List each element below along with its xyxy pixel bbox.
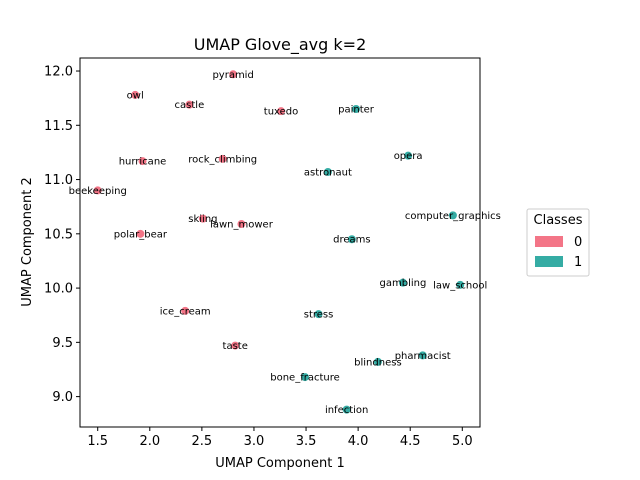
y-axis: 9.0 9.5 10.0 10.5 11.0 11.5 12.0 xyxy=(44,65,80,405)
x-tick-label: 2.0 xyxy=(139,434,160,449)
y-tick-label: 9.0 xyxy=(52,390,73,405)
point-label: polar_bear xyxy=(114,229,168,240)
legend-swatch-1 xyxy=(535,256,563,267)
data-point-bone_fracture xyxy=(301,373,309,382)
x-tick-label: 2.5 xyxy=(192,434,213,449)
x-axis: 1.5 2.0 2.5 3.0 3.5 4.0 4.5 5.0 xyxy=(87,427,473,449)
data-point-taste xyxy=(231,341,240,350)
point-label: castle xyxy=(175,100,205,111)
data-point-pharmacist xyxy=(418,351,427,360)
chart-title: UMAP Glove_avg k=2 xyxy=(194,35,367,55)
data-point-law_school xyxy=(456,280,465,289)
data-point-infection xyxy=(342,405,351,414)
data-point-dreams xyxy=(347,235,356,244)
y-tick-label: 10.0 xyxy=(44,282,73,297)
point-label: tuxedo xyxy=(264,107,299,118)
data-point-skiing xyxy=(198,214,207,223)
point-label: law_school xyxy=(433,280,487,291)
data-point-ice_cream xyxy=(181,306,190,315)
point-label: astronaut xyxy=(304,167,352,178)
data-point-astronaut xyxy=(323,167,332,176)
data-point-lawn_mower xyxy=(237,220,246,229)
data-point-tuxedo xyxy=(277,107,286,116)
data-point-computer_graphics xyxy=(448,211,457,220)
legend-swatch-0 xyxy=(535,236,563,247)
legend: Classes 0 1 xyxy=(526,208,590,277)
data-point-owl xyxy=(131,90,140,99)
data-point-blindness xyxy=(373,357,382,366)
point-label: opera xyxy=(394,151,423,162)
data-point-painter xyxy=(352,105,361,114)
y-tick-label: 11.5 xyxy=(44,119,73,134)
x-tick-label: 5.0 xyxy=(452,434,473,449)
legend-title: Classes xyxy=(534,213,583,228)
point-label: stress xyxy=(304,310,334,321)
x-tick-label: 1.5 xyxy=(87,434,108,449)
point-label: beekeeping xyxy=(69,186,127,197)
legend-entry-label: 1 xyxy=(574,255,582,270)
y-tick-label: 11.0 xyxy=(44,173,73,188)
point-label: dreams xyxy=(333,235,370,246)
point-label: skiing xyxy=(188,214,217,225)
point-label: painter xyxy=(338,105,375,116)
data-point-stress xyxy=(314,310,323,319)
point-label: owl xyxy=(127,90,144,101)
data-point-pyramid xyxy=(229,70,238,79)
y-tick-label: 10.5 xyxy=(44,227,73,242)
x-tick-label: 3.0 xyxy=(244,434,265,449)
point-label: pharmacist xyxy=(395,351,451,362)
point-label: taste xyxy=(223,341,248,352)
x-tick-label: 4.5 xyxy=(400,434,421,449)
x-axis-label: UMAP Component 1 xyxy=(215,456,344,471)
x-tick-label: 3.5 xyxy=(296,434,317,449)
plot-area: pyramid owl castle tuxedo painter hurricane ro… xyxy=(69,70,501,416)
data-point-rock_climbing xyxy=(218,154,227,163)
plot-frame xyxy=(79,57,481,428)
point-label: infection xyxy=(325,405,368,416)
data-point-polar_bear xyxy=(136,229,145,238)
data-point-gambling xyxy=(398,278,407,287)
data-point-castle xyxy=(185,100,194,109)
legend-entry-label: 0 xyxy=(574,235,582,250)
y-tick-label: 9.5 xyxy=(52,336,73,351)
point-label: computer_graphics xyxy=(405,211,501,222)
point-label: lawn_mower xyxy=(210,220,274,231)
y-axis-label: UMAP Component 2 xyxy=(20,177,35,306)
point-label: gambling xyxy=(380,278,427,289)
data-point-hurricane xyxy=(138,157,147,166)
point-label: rock_climbing xyxy=(188,154,257,165)
point-label: bone_fracture xyxy=(270,373,340,384)
x-tick-label: 4.0 xyxy=(348,434,369,449)
y-tick-label: 12.0 xyxy=(44,65,73,80)
point-label: pyramid xyxy=(212,70,253,81)
point-label: ice_cream xyxy=(160,306,211,317)
point-label: hurricane xyxy=(119,157,167,168)
data-point-opera xyxy=(404,151,413,160)
point-label: blindness xyxy=(354,357,402,368)
data-point-beekeeping xyxy=(93,186,102,195)
